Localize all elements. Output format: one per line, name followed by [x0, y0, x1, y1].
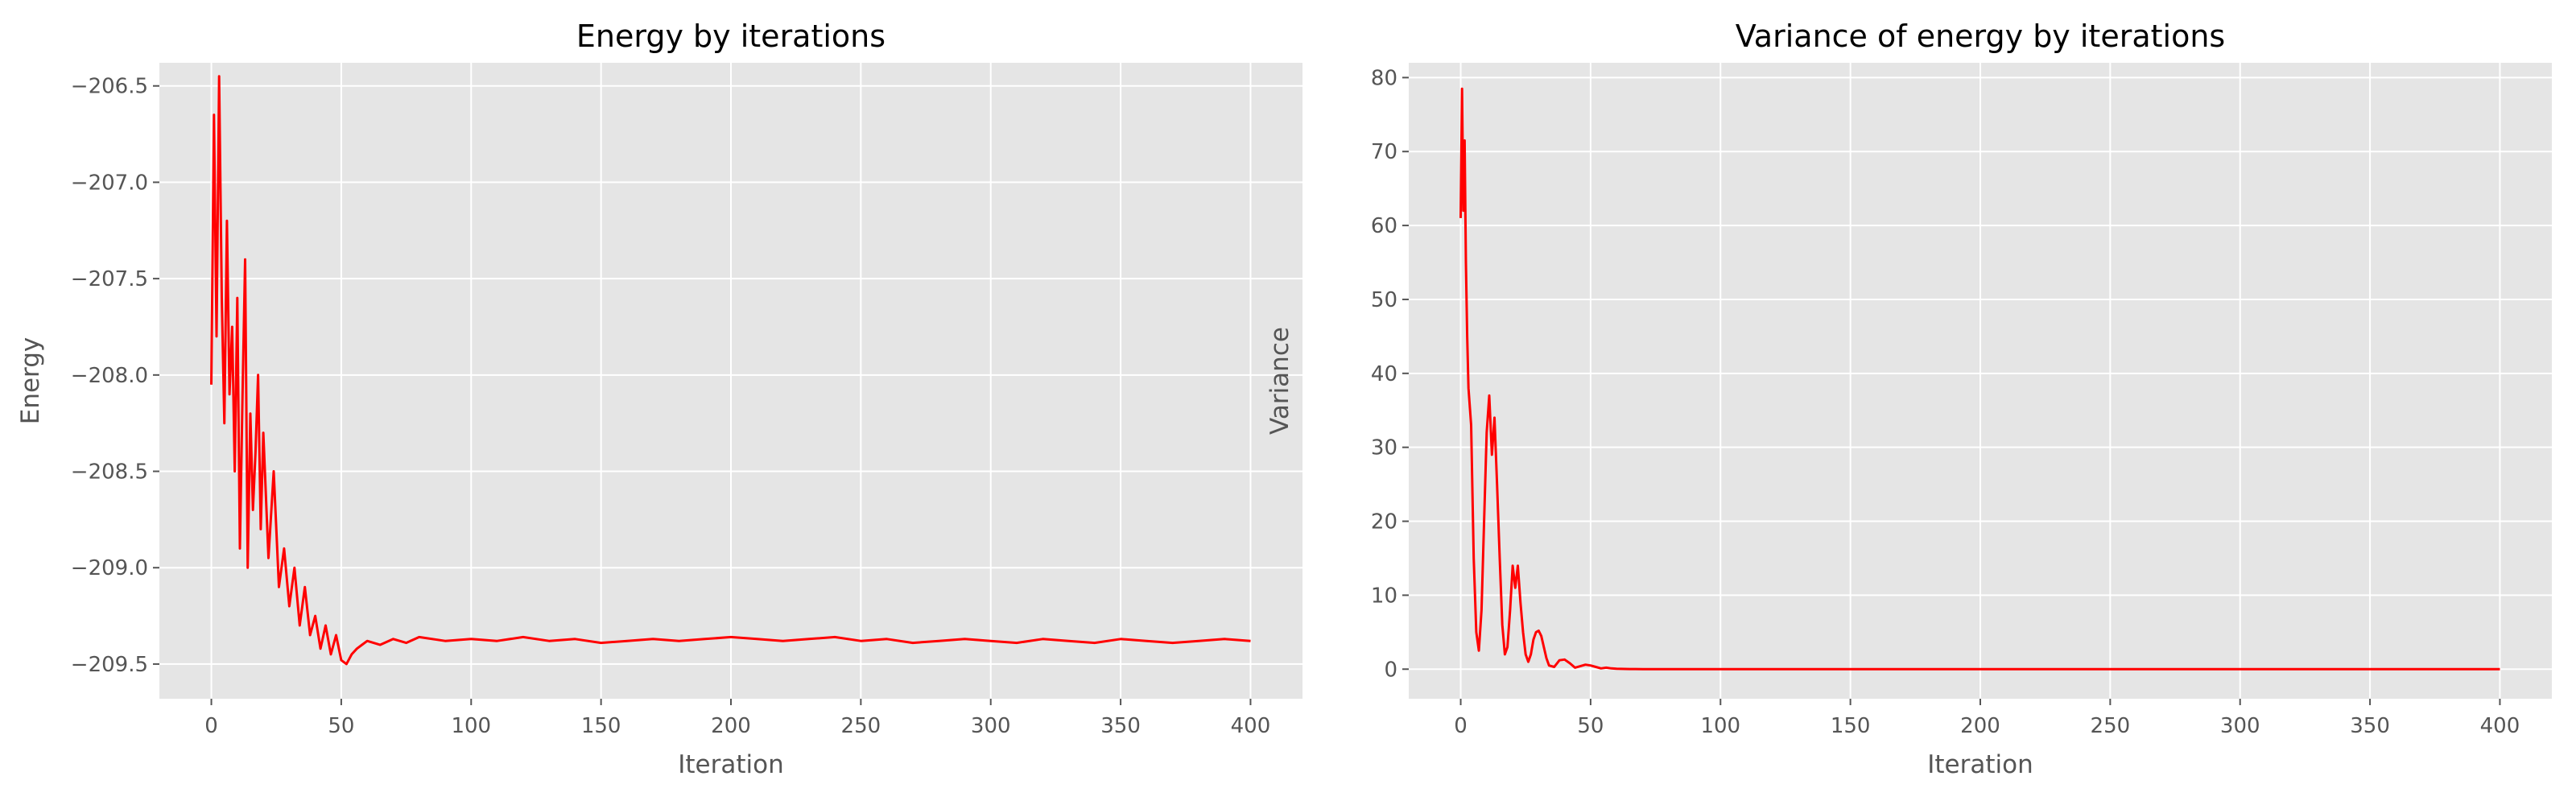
- variance-chart: 0 50 100 150 200 250 300 350 400 0 10 20 30 40 50 60 70 8…: [1265, 19, 2552, 779]
- energy-y-tick-label: −207.5: [71, 267, 148, 291]
- energy-x-tick-label: 300: [971, 714, 1011, 738]
- energy-ticks: 0 50 100 150 200 250 300 350 400 −209.5 −209.0 −208…: [71, 75, 1270, 738]
- variance-x-tick-label: 100: [1700, 714, 1740, 738]
- variance-x-tick-label: 250: [2091, 714, 2131, 738]
- energy-series: [210, 75, 1251, 666]
- variance-chart-title: Variance of energy by iterations: [1736, 19, 2225, 54]
- energy-y-tick-label: −208.5: [71, 460, 148, 485]
- energy-x-tick-label: 0: [204, 714, 218, 738]
- variance-y-tick-label: 50: [1371, 288, 1397, 312]
- variance-x-tick-label: 350: [2350, 714, 2390, 738]
- variance-x-tick-label: 300: [2220, 714, 2260, 738]
- energy-chart: 0 50 100 150 200 250 300 350 400 −209.5 −209.0 −208…: [16, 19, 1302, 779]
- variance-y-tick-label: 0: [1384, 658, 1397, 682]
- energy-x-tick-label: 200: [711, 714, 751, 738]
- energy-y-tick-label: −208.0: [71, 364, 148, 388]
- energy-y-tick-label: −207.0: [71, 171, 148, 195]
- energy-x-tick-label: 400: [1231, 714, 1271, 738]
- variance-x-axis-label: Iteration: [1927, 750, 2033, 779]
- energy-x-tick-label: 50: [328, 714, 354, 738]
- energy-x-tick-label: 100: [451, 714, 491, 738]
- variance-x-tick-label: 0: [1454, 714, 1468, 738]
- energy-y-axis-label: Energy: [16, 337, 45, 425]
- energy-y-tick-label: −206.5: [71, 75, 148, 99]
- energy-y-tick-label: −209.0: [71, 556, 148, 580]
- variance-ticks: 0 50 100 150 200 250 300 350 400 0 10 20 30 40 50 60 70 8…: [1371, 66, 2520, 738]
- variance-y-tick-label: 30: [1371, 436, 1397, 460]
- variance-y-tick-label: 40: [1371, 362, 1397, 386]
- variance-series-line: [1459, 87, 2500, 671]
- variance-y-axis-label: Variance: [1265, 327, 1294, 435]
- variance-x-tick-label: 150: [1831, 714, 1871, 738]
- variance-y-tick-label: 60: [1371, 214, 1397, 238]
- variance-y-tick-label: 10: [1371, 584, 1397, 608]
- energy-x-axis-label: Iteration: [678, 750, 784, 779]
- energy-x-tick-label: 350: [1100, 714, 1141, 738]
- variance-x-tick-label: 400: [2480, 714, 2520, 738]
- variance-series: [1459, 87, 2500, 671]
- energy-series-line: [210, 75, 1251, 666]
- energy-grid: [159, 63, 1302, 699]
- variance-x-tick-label: 200: [1960, 714, 2000, 738]
- energy-chart-title: Energy by iterations: [576, 19, 886, 54]
- variance-y-tick-label: 80: [1371, 66, 1397, 90]
- energy-x-tick-label: 150: [581, 714, 621, 738]
- variance-y-tick-label: 20: [1371, 510, 1397, 535]
- variance-y-tick-label: 70: [1371, 140, 1397, 164]
- variance-x-tick-label: 50: [1577, 714, 1604, 738]
- energy-y-tick-label: −209.5: [71, 653, 148, 677]
- energy-x-tick-label: 250: [841, 714, 881, 738]
